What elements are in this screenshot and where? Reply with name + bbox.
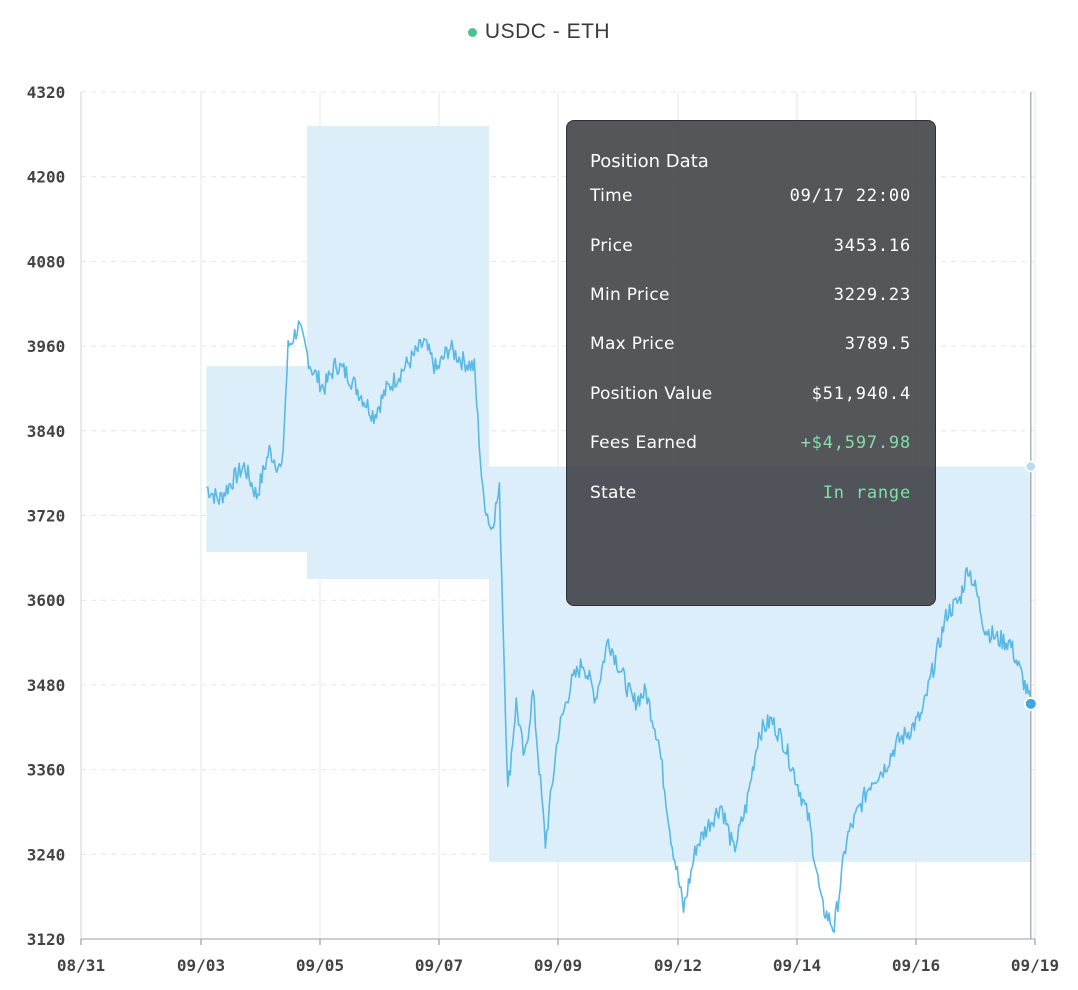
chart-legend[interactable]: USDC - ETH <box>0 17 1078 47</box>
y-tick-label: 3360 <box>27 761 66 780</box>
x-tick-label: 08/31 <box>57 956 105 975</box>
x-tick-label: 09/07 <box>415 956 463 975</box>
x-tick-label: 09/05 <box>296 956 344 975</box>
y-tick-label: 4320 <box>27 83 66 102</box>
y-tick-label: 3120 <box>27 930 66 949</box>
legend-label: USDC - ETH <box>484 20 611 43</box>
y-tick-label: 3600 <box>27 591 66 610</box>
tooltip-row-fees-earned: Fees Earned +$4,597.98 <box>590 433 911 453</box>
price-marker <box>1023 696 1038 711</box>
tooltip-row-state: State In range <box>590 483 911 503</box>
x-tick-label: 09/16 <box>892 956 940 975</box>
legend-dot <box>467 27 477 37</box>
price-line <box>206 320 1032 933</box>
range-band <box>306 125 489 580</box>
x-tick-label: 09/14 <box>773 956 821 975</box>
tooltip-row-min-price: Min Price 3229.23 <box>590 285 911 305</box>
y-tick-label: 3720 <box>27 507 66 526</box>
price-line-group <box>206 320 1032 933</box>
x-tick-label: 09/19 <box>1011 956 1059 975</box>
y-tick-label: 3240 <box>27 845 66 864</box>
y-tick-label: 3840 <box>27 422 66 441</box>
position-tooltip: Position Data Time 09/17 22:00 Price 345… <box>566 120 936 606</box>
tooltip-row-time: Time 09/17 22:00 <box>590 186 911 206</box>
max-price-marker <box>1025 460 1037 473</box>
axes: 3120 3240 3360 3480 3600 3720 3840 3960 4080 4200… <box>27 83 1059 975</box>
y-tick-label: 3480 <box>27 676 66 695</box>
x-tick-label: 09/03 <box>177 956 225 975</box>
tooltip-row-max-price: Max Price 3789.5 <box>590 334 911 354</box>
tooltip-title: Position Data <box>590 151 709 172</box>
y-tick-label: 4200 <box>27 168 66 187</box>
x-tick-label: 09/12 <box>654 956 702 975</box>
range-band <box>206 365 307 553</box>
x-tick-label: 09/09 <box>534 956 582 975</box>
tooltip-row-price: Price 3453.16 <box>590 236 911 256</box>
hover-overlay <box>1023 92 1038 939</box>
y-tick-label: 3960 <box>27 337 66 356</box>
tooltip-row-position-value: Position Value $51,940.4 <box>590 384 911 404</box>
y-tick-label: 4080 <box>27 252 66 271</box>
